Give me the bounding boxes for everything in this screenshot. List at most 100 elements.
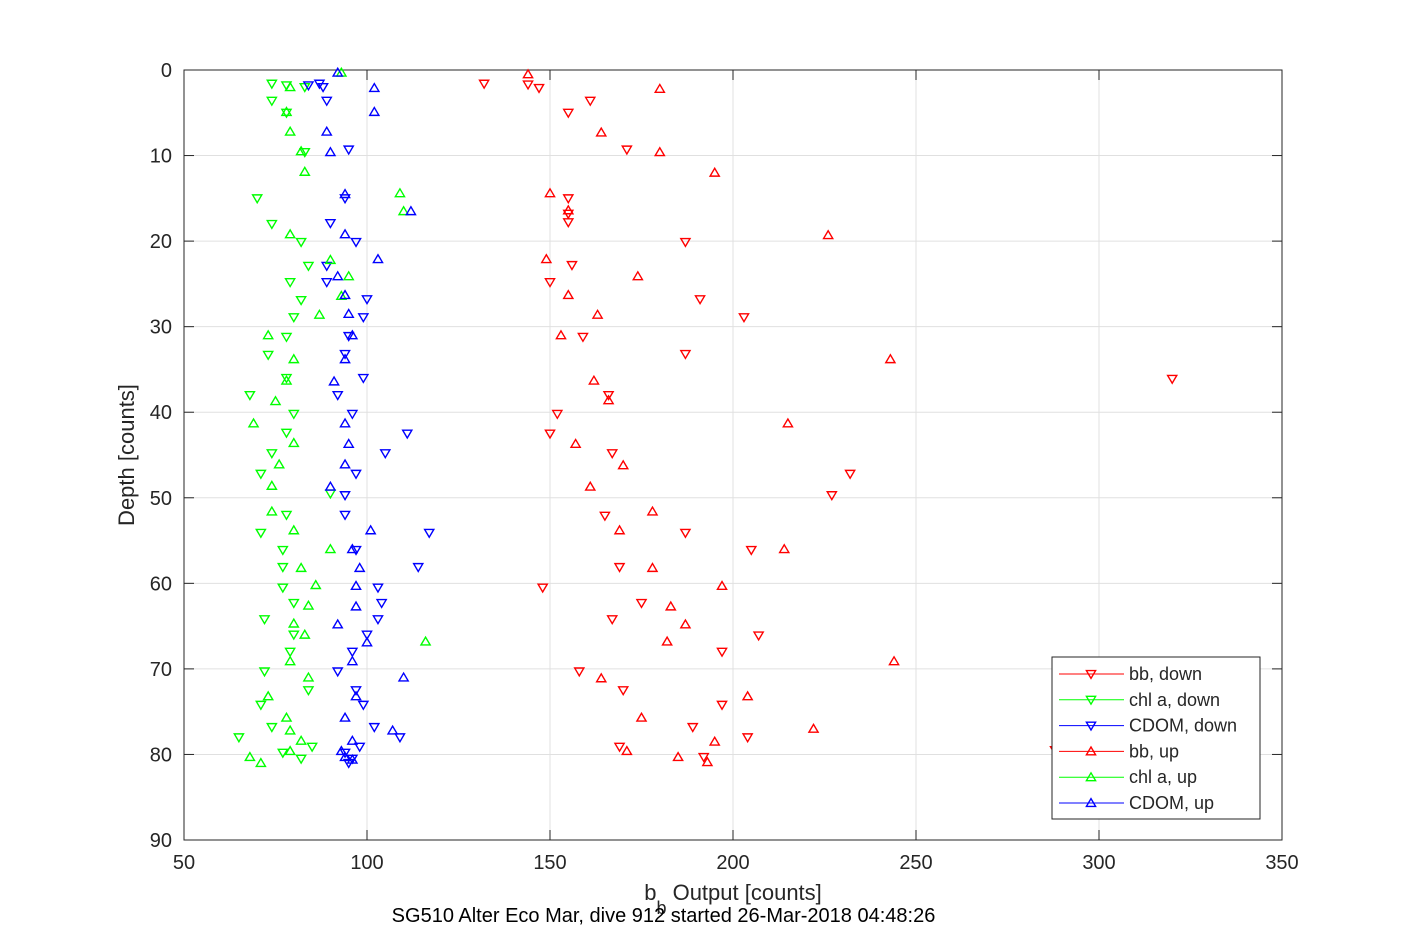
data-point	[635, 711, 648, 722]
data-point	[701, 756, 714, 767]
data-point	[284, 745, 296, 756]
data-point	[708, 735, 721, 746]
data-point	[262, 329, 275, 340]
data-point	[280, 428, 293, 439]
data-point	[346, 647, 359, 658]
data-point	[679, 528, 692, 539]
data-point	[368, 722, 381, 733]
data-point	[353, 562, 366, 573]
data-point	[595, 672, 608, 683]
data-point	[822, 229, 834, 240]
data-point	[350, 469, 362, 480]
data-point	[284, 655, 296, 666]
data-point	[273, 458, 285, 469]
data-point	[635, 598, 648, 609]
y-tick-label: 10	[150, 146, 172, 168]
data-point	[346, 329, 359, 340]
data-point	[287, 437, 300, 448]
data-point	[244, 751, 256, 762]
legend-entry: CDOM, down	[1059, 716, 1237, 736]
data-point	[287, 617, 300, 628]
data-point	[331, 390, 344, 401]
data-point	[375, 598, 388, 609]
data-point	[266, 96, 278, 107]
x-axis-label-rest: Output [counts]	[666, 880, 821, 905]
data-point	[372, 253, 384, 264]
data-point	[324, 146, 337, 157]
data-point	[346, 735, 359, 745]
legend-box	[1051, 656, 1261, 820]
data-point	[284, 724, 296, 735]
data-point	[617, 686, 630, 697]
data-point	[339, 188, 351, 199]
series-chl-a-down	[233, 79, 337, 765]
data-point	[287, 353, 300, 364]
data-point	[339, 491, 351, 501]
data-point	[606, 449, 619, 460]
data-point	[357, 373, 370, 384]
axis-ticks: 50 100 150 200 250 300 350 0 10 20 30 40 50 60 70 80 90	[150, 60, 1299, 874]
data-point	[544, 429, 556, 440]
data-point	[298, 628, 311, 639]
data-point	[584, 96, 597, 107]
data-point	[339, 458, 351, 469]
data-point	[350, 580, 362, 591]
data-point	[591, 308, 604, 319]
data-point	[357, 700, 370, 711]
data-point	[284, 125, 296, 136]
data-point	[346, 753, 359, 764]
series-cdom-down	[302, 79, 436, 769]
legend-label: CDOM, up	[1129, 793, 1214, 813]
data-point	[280, 711, 293, 722]
data-point	[844, 469, 856, 480]
data-point	[888, 655, 900, 666]
data-point	[287, 524, 300, 535]
data-point	[661, 635, 673, 646]
legend-marker	[1085, 745, 1097, 756]
data-point	[412, 562, 425, 573]
data-point	[335, 290, 348, 301]
legend-entry: chl a, down	[1059, 690, 1220, 710]
data-point	[280, 108, 293, 119]
x-tick-label: 300	[1082, 852, 1115, 874]
data-point	[295, 735, 307, 745]
data-point	[738, 313, 750, 324]
data-point	[386, 724, 399, 735]
data-point	[287, 598, 300, 609]
data-point	[306, 742, 318, 753]
data-point	[350, 545, 362, 556]
y-tick-label: 80	[150, 744, 172, 766]
x-tick-label: 150	[533, 852, 566, 874]
legend-marker	[1085, 669, 1097, 680]
data-point	[339, 748, 351, 759]
data-point	[266, 219, 278, 230]
x-axis-label-subscript: b	[656, 898, 666, 918]
data-point	[324, 480, 337, 491]
data-point	[280, 332, 293, 343]
data-point	[573, 667, 586, 678]
data-point	[372, 583, 384, 594]
data-point	[357, 313, 370, 324]
data-point	[284, 228, 296, 239]
data-point	[324, 543, 337, 554]
data-point	[782, 417, 794, 428]
data-markers	[233, 66, 1179, 769]
x-tick-label: 350	[1265, 852, 1298, 874]
data-point	[266, 480, 278, 490]
data-point	[255, 757, 267, 768]
data-point	[361, 630, 373, 641]
data-point	[295, 754, 307, 765]
data-point	[320, 96, 333, 107]
data-point	[331, 270, 344, 281]
data-point	[577, 332, 589, 343]
legend-entry: CDOM, up	[1059, 793, 1214, 813]
data-point	[617, 459, 630, 470]
data-point	[276, 562, 289, 573]
data-point	[621, 745, 633, 756]
data-point	[339, 228, 351, 239]
data-point	[697, 752, 710, 763]
data-point	[536, 583, 549, 594]
data-point	[244, 390, 256, 401]
legend-label: bb, up	[1129, 741, 1179, 761]
